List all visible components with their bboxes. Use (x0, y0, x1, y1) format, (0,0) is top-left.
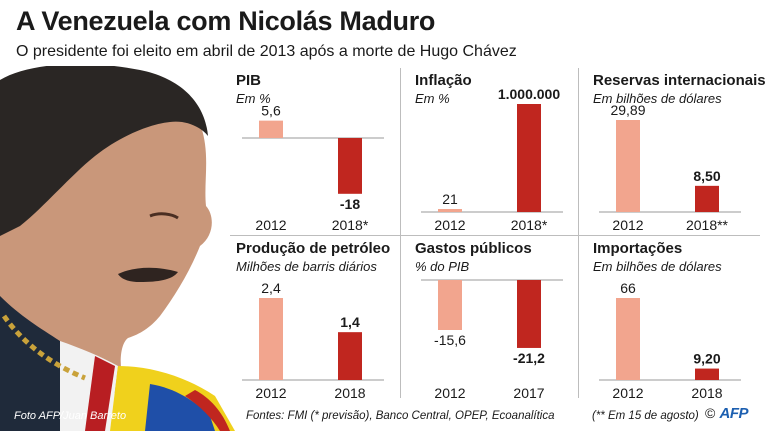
value-label: 29,89 (610, 102, 645, 118)
bar-2012 (616, 298, 640, 380)
category-label: 2018** (686, 217, 729, 233)
column-divider-2 (578, 68, 579, 398)
bar-2012 (259, 120, 283, 138)
value-label: 1.000.000 (498, 86, 560, 102)
row-divider (230, 235, 760, 236)
afp-logo: © AFP (705, 405, 748, 422)
panel-title: Gastos públicos (415, 240, 532, 257)
value-label: 1,4 (340, 314, 360, 330)
category-label: 2018* (511, 217, 548, 233)
gastos-chart: -15,6 2012 -21,2 2017 (421, 279, 563, 401)
value-label: -15,6 (434, 332, 466, 348)
petroleo-chart: 2,4 2012 1,4 2018 (242, 280, 384, 401)
value-label: 2,4 (261, 280, 281, 296)
value-label: 66 (620, 280, 636, 296)
panel-unit: Em % (415, 91, 450, 106)
category-label: 2018* (332, 217, 369, 233)
category-label: 2012 (255, 385, 286, 401)
page-title: A Venezuela com Nicolás Maduro (16, 6, 436, 36)
panel-gastos: -15,6 2012 -21,2 2017 Gastos públicos % do … (413, 240, 573, 408)
panel-unit: Em bilhões de dólares (593, 259, 722, 274)
date-note: (** Em 15 de agosto) (592, 410, 699, 422)
copyright-symbol: © (705, 405, 716, 421)
bar-2018 (695, 185, 719, 212)
photo-credit: Foto AFP/Juan Barreto (14, 410, 127, 422)
bar-2018 (338, 332, 362, 380)
bar-2017 (517, 280, 541, 348)
bar-2018 (338, 138, 362, 194)
page-subtitle: O presidente foi eleito em abril de 2013… (16, 43, 517, 60)
panel-title: Produção de petróleo (236, 240, 391, 257)
maduro-portrait-photo (0, 66, 235, 431)
category-label: 2012 (434, 385, 465, 401)
panel-unit: Em bilhões de dólares (593, 91, 722, 106)
panel-pib: 5,6 2012 -18 2018* PIB Em % (234, 72, 394, 240)
bar-2018 (517, 104, 541, 212)
value-label: -18 (340, 196, 360, 212)
panel-unit: Em % (236, 91, 271, 106)
category-label: 2012 (612, 385, 643, 401)
panel-title: Importações (593, 240, 683, 257)
column-divider-1 (400, 68, 401, 398)
bar-2012 (438, 280, 462, 330)
panel-importacoes: 66 2012 9,20 2018 Importações Em bilhões de… (591, 240, 751, 408)
panel-petroleo: 2,4 2012 1,4 2018 Produção de petróleo Milh… (234, 240, 394, 408)
sources-note: Fontes: FMI (* previsão), Banco Central,… (246, 410, 555, 422)
value-label: 9,20 (693, 351, 720, 367)
value-label: -21,2 (513, 350, 545, 366)
value-label: 5,6 (261, 103, 281, 119)
panel-unit: Milhões de barris diários (236, 259, 377, 274)
category-label: 2017 (513, 385, 544, 401)
afp-wordmark: AFP (719, 405, 749, 422)
panel-unit: % do PIB (415, 259, 470, 274)
panel-reservas: 29,89 2012 8,50 2018** Reservas internacion… (591, 72, 766, 240)
importacoes-chart: 66 2012 9,20 2018 (599, 280, 741, 401)
panel-title: PIB (236, 72, 262, 89)
pib-chart: 5,6 2012 -18 2018* (242, 103, 384, 233)
inflacao-chart: 21 2012 1.000.000 2018* (421, 86, 563, 233)
bar-2018 (695, 368, 719, 380)
category-label: 2012 (434, 217, 465, 233)
panel-title: Reservas internacionais (593, 72, 766, 89)
bar-2012 (259, 298, 283, 380)
panel-inflacao: 21 2012 1.000.000 2018* Inflação Em % (413, 72, 573, 240)
bar-2012 (616, 120, 640, 212)
category-label: 2012 (255, 217, 286, 233)
panel-title: Inflação (415, 72, 472, 89)
category-label: 2018 (334, 385, 365, 401)
value-label: 8,50 (693, 168, 720, 184)
reservas-chart: 29,89 2012 8,50 2018** (599, 102, 741, 233)
category-label: 2012 (612, 217, 643, 233)
bar-2012 (438, 209, 462, 212)
value-label: 21 (442, 191, 458, 207)
category-label: 2018 (691, 385, 722, 401)
